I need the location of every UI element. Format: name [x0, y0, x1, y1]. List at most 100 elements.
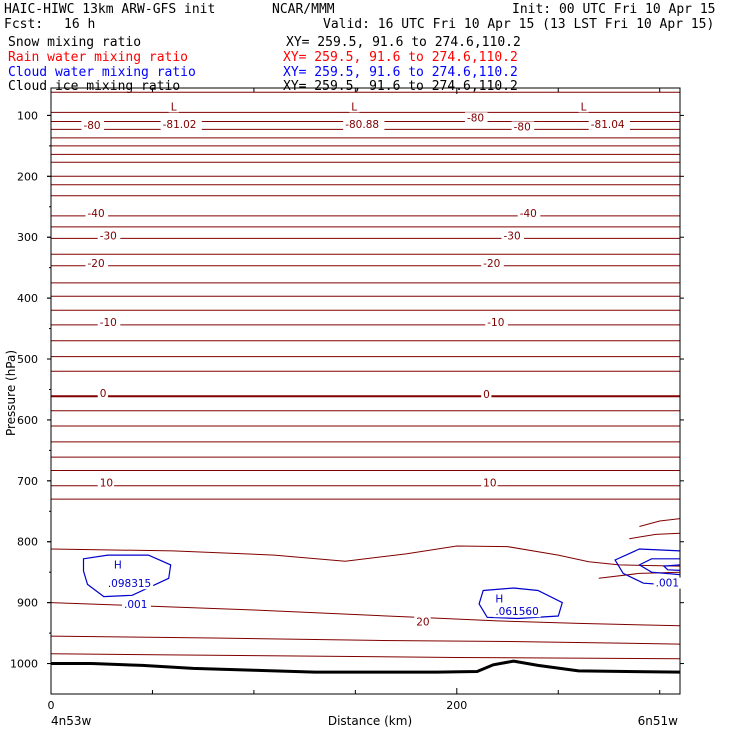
isotherm-label-17-bg: [481, 477, 498, 489]
field-xy-rain: XY= 259.5, 91.6 to 274.6,110.2: [283, 50, 518, 65]
y-tick-label-400: 400: [17, 292, 38, 305]
y-tick-label-600: 600: [17, 414, 38, 427]
isotherm-lower-2: [50, 653, 681, 660]
low-marker-1: L: [351, 101, 357, 113]
cloud-water-label-0-bg: [111, 559, 123, 571]
isotherm-label-6-bg: [85, 207, 109, 219]
x-axis: 0 200: [48, 88, 661, 712]
cloud-water-closed-center: [478, 587, 564, 620]
y-axis-title: Pressure (hPa): [4, 350, 18, 436]
isotherm-label-16-bg: [97, 477, 115, 489]
isotherm-bump-lower: [598, 571, 681, 579]
y-tick-label-100: 100: [17, 109, 38, 122]
isotherm-label-4-bg: [511, 121, 535, 133]
init-time: Init: 00 UTC Fri 10 Apr 15: [512, 2, 716, 17]
cloud-water-label-5-bg: [653, 577, 683, 589]
cloud-water-label-2: .001: [124, 599, 147, 611]
isotherm-lower-1: [50, 635, 681, 645]
isotherm-label-14: 0: [100, 388, 107, 400]
left-endpoint-label: 4n53w: [51, 714, 92, 728]
cloud-water-right-mid: [638, 558, 681, 576]
isotherm-label-0-bg: [81, 120, 105, 132]
field-name-cloud-water: Cloud water mixing ratio: [8, 65, 196, 80]
cloud-water-label-2-bg: [122, 598, 151, 610]
field-xy-cloud-ice: XY= 259.5, 91.6 to 274.6,110.2: [283, 79, 518, 94]
contour-labels: -80 -81.02 -80.88-80-80 -81.04-40 -40-30 -30-…: [81, 101, 683, 629]
isotherm-label-9: -30: [503, 230, 520, 242]
cloud-water-label-3-bg: [493, 593, 504, 605]
right-endpoint-label: 6n51w: [638, 714, 679, 728]
field-name-rain: Rain water mixing ratio: [8, 50, 189, 65]
low-marker-2-bg: [578, 101, 589, 113]
cloud-water-contours: [82, 548, 681, 620]
isotherm-label-1: -81.02: [163, 119, 197, 131]
isotherm-label-10-bg: [85, 257, 109, 269]
cloud-water-label-4: .061560: [495, 606, 538, 618]
terrain-profile: [51, 659, 681, 674]
field-name-snow: Snow mixing ratio: [8, 35, 142, 50]
isotherm-lines: [50, 91, 681, 660]
isotherm-label-6: -40: [88, 208, 105, 220]
cloud-water-label-1-bg: [105, 578, 154, 590]
isotherm-label-1-bg: [160, 118, 202, 130]
isotherm-label-11: -20: [483, 258, 500, 270]
field-name-cloud-ice: Cloud ice mixing ratio: [8, 79, 181, 94]
isotherm-20: [50, 602, 681, 627]
low-marker-0: L: [171, 101, 177, 113]
cloud-water-label-3: H: [495, 593, 503, 605]
x-axis-title: Distance (km): [328, 714, 412, 728]
isotherm-label-17: 10: [483, 478, 496, 490]
isotherm-label-11-bg: [481, 257, 504, 269]
cloud-water-right-inner: [662, 564, 681, 571]
y-tick-label-200: 200: [17, 170, 38, 183]
x-tick-label-0: 0: [48, 699, 55, 712]
isotherm-label-8: -30: [100, 230, 117, 242]
isotherm-label-15-bg: [481, 388, 492, 400]
isotherm-label-10: -20: [88, 258, 105, 270]
model-title: HAIC-HIWC 13km ARW-GFS init: [4, 2, 216, 17]
forecast-hour: 16 h: [64, 17, 96, 32]
isotherm-label-14-bg: [97, 388, 108, 400]
isotherm-label-15: 0: [483, 389, 490, 401]
isotherm-label-5: -81.04: [591, 119, 625, 131]
isotherm-label-4: -80: [514, 121, 531, 133]
isotherm-label-13-bg: [485, 316, 508, 328]
isotherm-label-2: -80.88: [345, 119, 379, 131]
isotherm-label-3-bg: [464, 112, 488, 124]
cloud-water-label-0: H: [114, 559, 122, 571]
isotherm-label-8-bg: [97, 230, 121, 242]
org-label: NCAR/MMM: [272, 2, 335, 17]
isotherm-label-16: 10: [100, 478, 113, 490]
isotherm-label-7-bg: [517, 207, 541, 219]
valid-time: Valid: 16 UTC Fri 10 Apr 15 (13 LST Fri …: [323, 17, 715, 32]
isotherm-label-18: 20: [416, 617, 429, 629]
y-tick-label-900: 900: [17, 597, 38, 610]
y-tick-label-1000: 1000: [10, 658, 38, 671]
isotherm-label-3: -80: [467, 112, 484, 124]
terrain-line: [51, 659, 681, 674]
y-tick-label-800: 800: [17, 536, 38, 549]
low-marker-2: L: [581, 101, 587, 113]
isotherm-label-12-bg: [97, 316, 121, 328]
isotherm-right-1: [639, 518, 681, 527]
y-tick-label-300: 300: [17, 231, 38, 244]
low-marker-0-bg: [168, 101, 179, 113]
isotherm-label-18-bg: [414, 616, 431, 628]
low-marker-1-bg: [349, 101, 360, 113]
y-tick-label-700: 700: [17, 475, 38, 488]
cloud-water-right-outer: [614, 548, 681, 587]
y-tick-label-500: 500: [17, 353, 38, 366]
isotherm-label-5-bg: [588, 118, 630, 130]
isotherm-label-0: -80: [83, 120, 100, 132]
plot-frame: [50, 87, 681, 695]
isotherm-label-2-bg: [343, 118, 385, 130]
cloud-water-closed-left: [82, 554, 172, 598]
isotherm-label-7: -40: [520, 208, 537, 220]
field-xy-snow: XY= 259.5, 91.6 to 274.6,110.2: [286, 35, 521, 50]
field-xy-cloud-water: XY= 259.5, 91.6 to 274.6,110.2: [283, 65, 518, 80]
isotherm-bump-upper: [50, 545, 681, 567]
x-tick-label-200: 200: [446, 699, 467, 712]
isotherm-right-2: [629, 532, 681, 540]
